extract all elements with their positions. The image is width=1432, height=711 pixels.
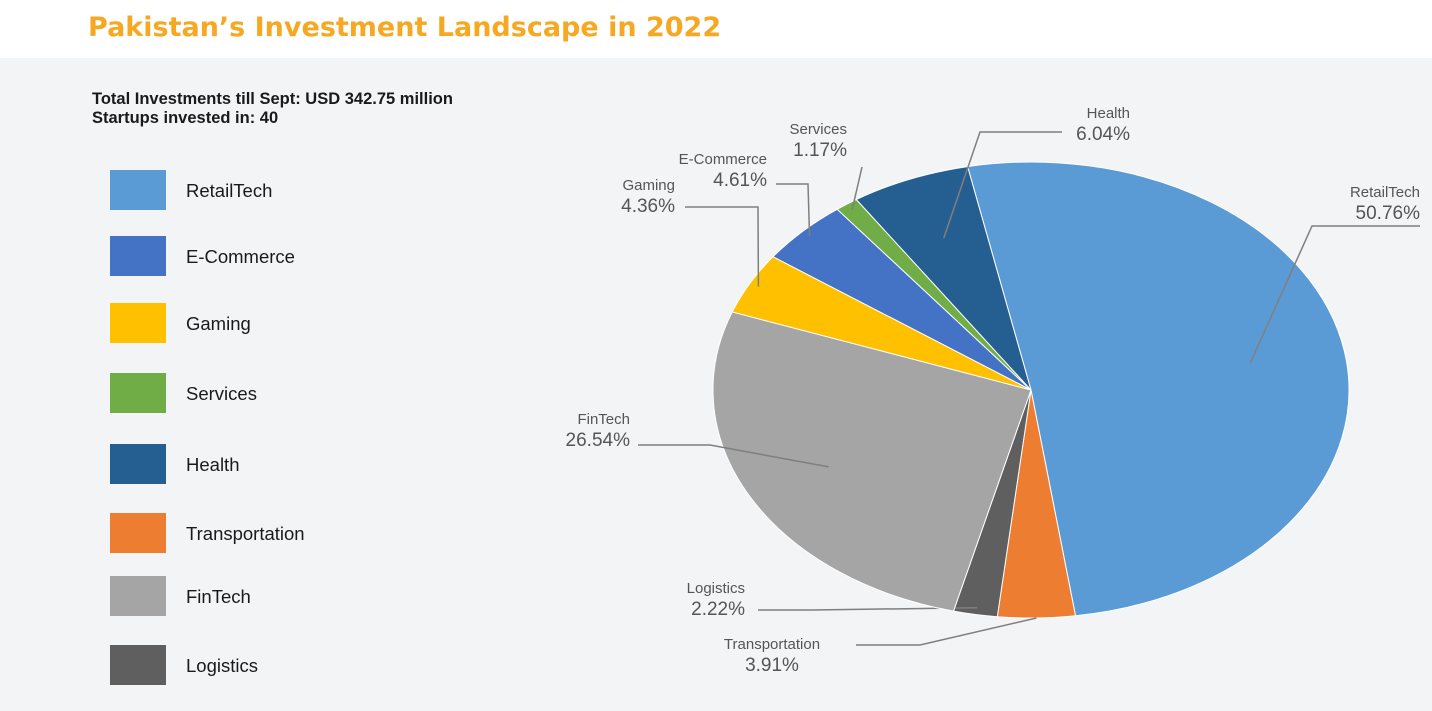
legend-item-health: Health — [110, 444, 430, 484]
slice-value-fintech: 26.54% — [566, 430, 631, 451]
slice-label-gaming: Gaming — [622, 177, 675, 194]
legend-swatch-gaming — [110, 303, 166, 343]
startups-count-text: Startups invested in: 40 — [92, 109, 279, 127]
legend-item-transportation: Transportation — [110, 513, 430, 553]
pie-slice-retailtech — [966, 161, 1350, 617]
legend-swatch-retailtech — [110, 170, 166, 210]
leader-line-logistics — [758, 606, 977, 611]
summary-block: Total Investments till Sept: USD 342.75 … — [92, 90, 453, 128]
legend-label-retailtech: RetailTech — [186, 180, 273, 201]
slice-value-retailtech: 50.76% — [1356, 203, 1421, 224]
leader-line-health — [942, 131, 1062, 239]
slice-value-health: 6.04% — [1076, 124, 1130, 145]
legend-item-services: Services — [110, 373, 430, 413]
legend-label-transportation: Transportation — [186, 523, 305, 544]
slice-label-e-commerce: E-Commerce — [679, 151, 767, 168]
legend-swatch-health — [110, 444, 166, 484]
legend-label-services: Services — [186, 383, 257, 404]
legend-swatch-transportation — [110, 513, 166, 553]
slice-label-health: Health — [1087, 105, 1130, 122]
legend-item-fintech: FinTech — [110, 576, 430, 616]
legend-swatch-logistics — [110, 645, 166, 685]
leader-line-transportation — [856, 617, 1037, 646]
legend-item-e-commerce: E-Commerce — [110, 236, 430, 276]
leader-line-e-commerce — [776, 183, 811, 237]
leader-line-services — [851, 166, 863, 210]
legend-item-gaming: Gaming — [110, 303, 430, 343]
slice-label-fintech: FinTech — [577, 411, 630, 428]
header-bar: Pakistan’s Investment Landscape in 2022 — [0, 0, 1432, 58]
slice-value-services: 1.17% — [793, 140, 847, 161]
slice-label-services: Services — [789, 121, 847, 138]
total-investments-text: Total Investments till Sept: USD 342.75 … — [92, 90, 453, 108]
leader-line-gaming — [685, 206, 760, 287]
legend-label-logistics: Logistics — [186, 655, 258, 676]
legend-label-gaming: Gaming — [186, 313, 251, 334]
slice-value-transportation: 3.91% — [745, 655, 799, 676]
pie-slice-fintech — [712, 311, 1032, 612]
legend-item-retailtech: RetailTech — [110, 170, 430, 210]
slice-label-transportation: Transportation — [724, 636, 820, 653]
legend-label-e-commerce: E-Commerce — [186, 246, 295, 267]
legend-label-health: Health — [186, 454, 240, 475]
leader-line-fintech — [638, 444, 829, 468]
legend-item-logistics: Logistics — [110, 645, 430, 685]
slice-value-gaming: 4.36% — [621, 196, 675, 217]
slice-label-logistics: Logistics — [687, 580, 745, 597]
legend-swatch-services — [110, 373, 166, 413]
legend-swatch-fintech — [110, 576, 166, 616]
slice-value-logistics: 2.22% — [691, 599, 745, 620]
pie-slice-health — [855, 166, 1032, 391]
page-title: Pakistan’s Investment Landscape in 2022 — [88, 12, 722, 43]
legend-swatch-e-commerce — [110, 236, 166, 276]
slice-value-e-commerce: 4.61% — [713, 170, 767, 191]
slice-label-retailtech: RetailTech — [1350, 184, 1420, 201]
leader-line-retailtech — [1249, 225, 1420, 364]
legend-label-fintech: FinTech — [186, 586, 251, 607]
